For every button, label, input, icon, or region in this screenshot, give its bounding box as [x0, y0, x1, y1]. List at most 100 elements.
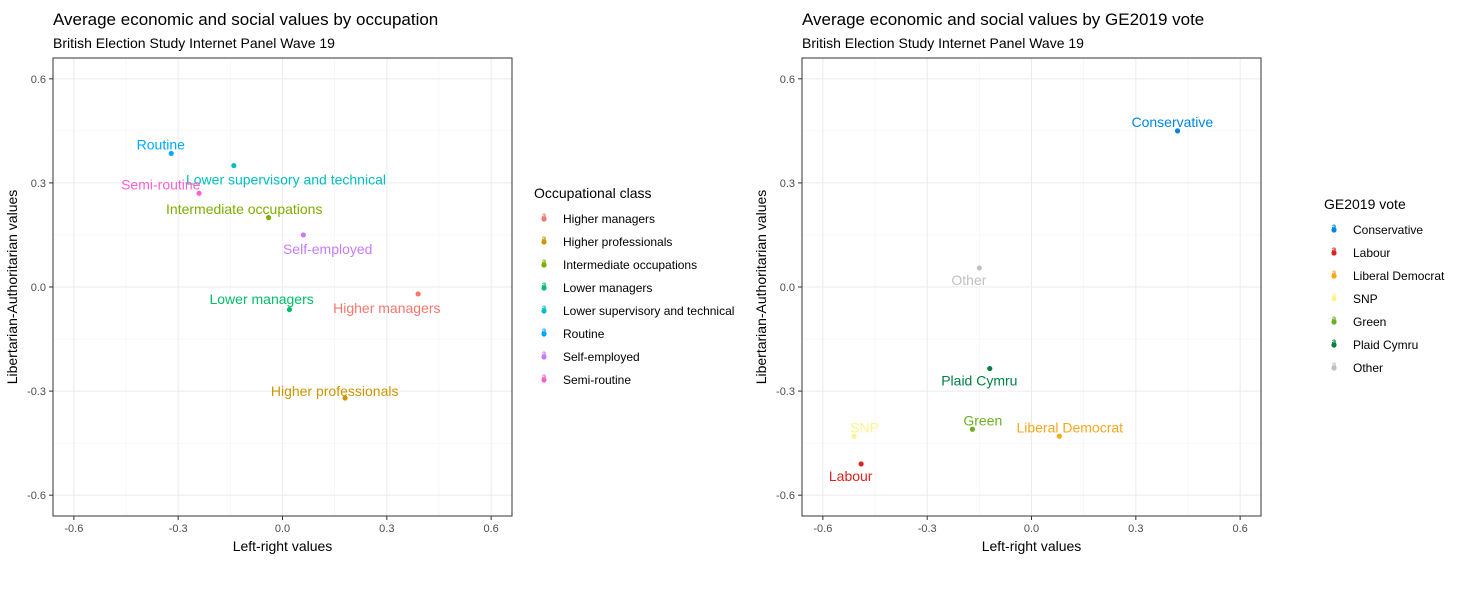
- legend-key-glyph: a: [1332, 337, 1337, 346]
- legend-key-snp: [1331, 296, 1337, 302]
- y-axis-title: Libertarian-Authoritarian values: [753, 190, 769, 385]
- legend-key-liberal-democrat: [1331, 273, 1337, 279]
- point-label-self-employed: Self-employed: [283, 241, 373, 257]
- legend-key-glyph: a: [1332, 222, 1337, 231]
- legend-key-glyph: a: [1332, 245, 1337, 254]
- grid: [802, 58, 1261, 516]
- legend-item-snp: SNP: [1353, 292, 1378, 306]
- legend-key-glyph: a: [542, 349, 547, 358]
- y-tick-label: -0.3: [27, 386, 46, 398]
- y-tick-label: 0.3: [780, 178, 795, 190]
- point-label-intermediate-occupations: Intermediate occupations: [166, 201, 322, 217]
- legend-key-glyph: a: [542, 303, 547, 312]
- x-tick-label: 0.6: [483, 523, 498, 535]
- y-tick-label: 0.3: [31, 178, 46, 190]
- point-label-routine: Routine: [137, 137, 185, 153]
- x-axis-title: Left-right values: [982, 538, 1082, 554]
- point-higher-professionals[interactable]: [342, 395, 348, 401]
- point-label-higher-managers: Higher managers: [333, 300, 440, 316]
- point-label-lower-managers: Lower managers: [209, 291, 313, 307]
- point-green[interactable]: [969, 426, 975, 432]
- point-label-snp: SNP: [850, 420, 879, 436]
- point-intermediate-occupations[interactable]: [265, 215, 272, 221]
- point-liberal-democrat[interactable]: [1056, 433, 1062, 439]
- legend-item-green: Green: [1353, 315, 1386, 329]
- chart-title: Average economic and social values by oc…: [53, 10, 438, 29]
- point-labour[interactable]: [858, 461, 864, 467]
- y-tick-label: -0.6: [776, 490, 795, 502]
- legend-item-other: Other: [1353, 361, 1383, 375]
- legend-key-higher-professionals: [541, 239, 547, 245]
- legend: GE2019 vote a Conservative a Labour a Liberal …: [1324, 196, 1445, 375]
- point-self-employed[interactable]: [300, 232, 306, 238]
- y-tick-label: 0.6: [31, 74, 46, 86]
- legend-title: GE2019 vote: [1324, 196, 1406, 212]
- x-tick-label: 0.0: [1024, 523, 1039, 535]
- point-higher-managers[interactable]: [415, 291, 421, 297]
- point-label-lower-supervisory-and-technical: Lower supervisory and technical: [186, 171, 386, 187]
- point-routine[interactable]: [168, 150, 174, 157]
- x-tick-label: -0.3: [169, 523, 188, 535]
- legend-key-other: [1331, 365, 1337, 371]
- legend-item-lower-supervisory-and-technical: Lower supervisory and technical: [563, 304, 734, 318]
- legend-item-intermediate-occupations: Intermediate occupations: [563, 258, 697, 272]
- legend-key-glyph: a: [542, 280, 547, 289]
- legend-key-glyph: a: [542, 234, 547, 243]
- legend-key-glyph: a: [542, 372, 547, 381]
- legend-key-glyph: a: [542, 326, 547, 335]
- legend-key-conservative: [1331, 227, 1337, 233]
- point-label-liberal-democrat: Liberal Democrat: [1016, 420, 1123, 436]
- legend-item-higher-managers: Higher managers: [563, 212, 655, 226]
- x-tick-label: -0.3: [918, 523, 937, 535]
- point-snp[interactable]: [851, 433, 857, 439]
- legend-key-semi-routine: [541, 377, 547, 383]
- y-axis-title: Libertarian-Authoritarian values: [4, 190, 20, 385]
- legend-key-green: [1331, 319, 1337, 325]
- legend-item-semi-routine: Semi-routine: [563, 373, 631, 387]
- x-tick-label: 0.3: [1128, 523, 1143, 535]
- point-label-conservative: Conservative: [1131, 114, 1213, 130]
- point-lower-managers[interactable]: [286, 306, 293, 313]
- x-tick-label: 0.3: [379, 523, 394, 535]
- x-tick-label: 0.6: [1232, 523, 1247, 535]
- legend-item-plaid-cymru: Plaid Cymru: [1353, 338, 1418, 352]
- grid: [53, 58, 512, 516]
- point-other[interactable]: [976, 265, 982, 271]
- legend-key-glyph: a: [1332, 360, 1337, 369]
- legend-key-higher-managers: [541, 216, 547, 222]
- legend-item-conservative: Conservative: [1353, 223, 1423, 237]
- legend-key-lower-managers: [541, 285, 547, 291]
- legend-item-lower-managers: Lower managers: [563, 281, 652, 295]
- chart-title: Average economic and social values by GE…: [802, 10, 1204, 29]
- point-plaid-cymru[interactable]: [987, 365, 993, 372]
- chart-panel-1: Average economic and social values by oc…: [4, 10, 734, 554]
- legend: Occupational class a Higher managers a Highe…: [534, 185, 734, 387]
- point-lower-supervisory-and-technical[interactable]: [231, 162, 237, 169]
- y-tick-label: 0.0: [31, 282, 46, 294]
- point-label-other: Other: [951, 272, 986, 288]
- legend-title: Occupational class: [534, 185, 652, 201]
- chart-subtitle: British Election Study Internet Panel Wa…: [53, 35, 335, 51]
- x-axis-title: Left-right values: [233, 538, 333, 554]
- point-label-higher-professionals: Higher professionals: [271, 383, 399, 399]
- x-tick-label: 0.0: [275, 523, 290, 535]
- legend-key-labour: [1331, 250, 1337, 256]
- point-semi-routine[interactable]: [196, 190, 202, 196]
- point-label-plaid-cymru: Plaid Cymru: [941, 373, 1017, 389]
- legend-key-glyph: a: [1332, 314, 1337, 323]
- legend-key-glyph: a: [542, 257, 547, 266]
- chart-subtitle: British Election Study Internet Panel Wa…: [802, 35, 1084, 51]
- legend-key-plaid-cymru: [1331, 342, 1337, 348]
- legend-item-higher-professionals: Higher professionals: [563, 235, 672, 249]
- x-tick-label: -0.6: [64, 523, 83, 535]
- y-tick-label: -0.6: [27, 490, 46, 502]
- point-label-semi-routine: Semi-routine: [121, 177, 201, 193]
- point-label-green: Green: [963, 413, 1002, 429]
- legend-item-routine: Routine: [563, 327, 605, 341]
- chart-panel-2: Average economic and social values by GE…: [753, 10, 1445, 554]
- x-tick-label: -0.6: [813, 523, 832, 535]
- legend-key-self-employed: [541, 354, 547, 360]
- legend-key-glyph: a: [1332, 268, 1337, 277]
- point-conservative[interactable]: [1174, 128, 1181, 134]
